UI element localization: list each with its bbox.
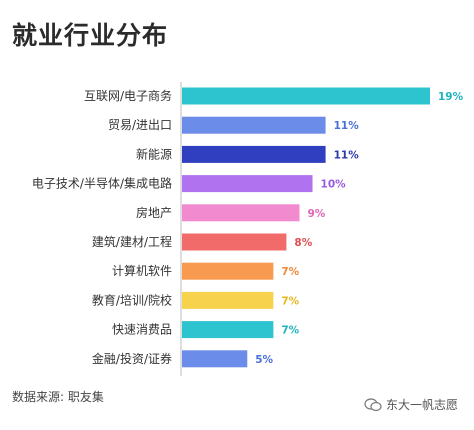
value-label: 11% [334, 149, 360, 161]
wechat-icon [364, 397, 382, 411]
category-label: 互联网/电子商务 [84, 88, 172, 103]
category-label: 房地产 [136, 205, 172, 220]
value-label: 7% [281, 266, 299, 278]
category-label: 快速消费品 [112, 323, 172, 337]
value-label: 19% [438, 91, 464, 103]
category-label: 贸易/进出口 [108, 118, 172, 132]
bar [182, 116, 326, 134]
value-label: 7% [281, 295, 299, 307]
bar [182, 321, 274, 339]
value-label: 9% [307, 208, 325, 220]
value-label: 5% [255, 354, 273, 366]
category-label: 教育/培训/院校 [92, 292, 172, 307]
value-label: 8% [294, 237, 312, 249]
bar [182, 87, 430, 105]
value-label: 10% [321, 179, 347, 191]
category-label: 计算机软件 [112, 263, 172, 278]
watermark: 东大一帆志愿 [364, 396, 458, 413]
bar [182, 233, 287, 251]
watermark-text: 东大一帆志愿 [386, 398, 459, 412]
chart-title: 就业行业分布 [12, 21, 169, 50]
bar [182, 262, 274, 280]
category-label: 金融/投资/证券 [92, 351, 172, 366]
value-label: 7% [281, 325, 299, 337]
bar [182, 175, 313, 193]
bar [182, 291, 274, 309]
bar [182, 350, 248, 368]
bar [182, 145, 326, 163]
data-source-note: 数据来源: 职友集 [12, 390, 104, 404]
category-label: 新能源 [136, 146, 172, 161]
value-label: 11% [334, 120, 360, 132]
category-label: 电子技术/半导体/集成电路 [32, 176, 172, 191]
bar [182, 204, 300, 222]
category-label: 建筑/建材/工程 [92, 234, 172, 249]
